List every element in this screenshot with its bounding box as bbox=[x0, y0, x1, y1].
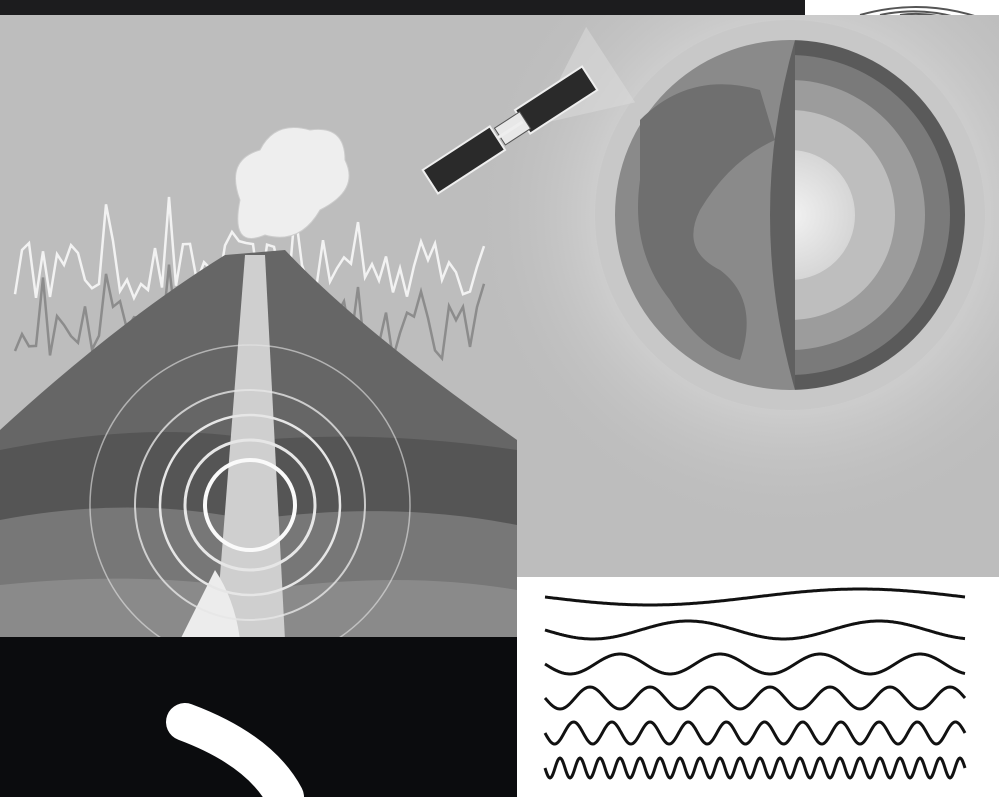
seismograph-front bbox=[13, 196, 486, 302]
white-stroke bbox=[166, 703, 304, 797]
earth bbox=[615, 40, 965, 390]
wave bbox=[544, 587, 966, 607]
waves bbox=[543, 587, 967, 780]
wave bbox=[543, 756, 967, 780]
top-band bbox=[0, 0, 805, 15]
wave bbox=[544, 619, 966, 641]
wave bbox=[543, 685, 967, 711]
seismic-rings bbox=[89, 344, 411, 637]
satellite bbox=[421, 26, 636, 195]
scene bbox=[0, 15, 999, 637]
wave bbox=[543, 720, 967, 746]
wave bbox=[544, 652, 966, 676]
volcano bbox=[0, 127, 517, 637]
